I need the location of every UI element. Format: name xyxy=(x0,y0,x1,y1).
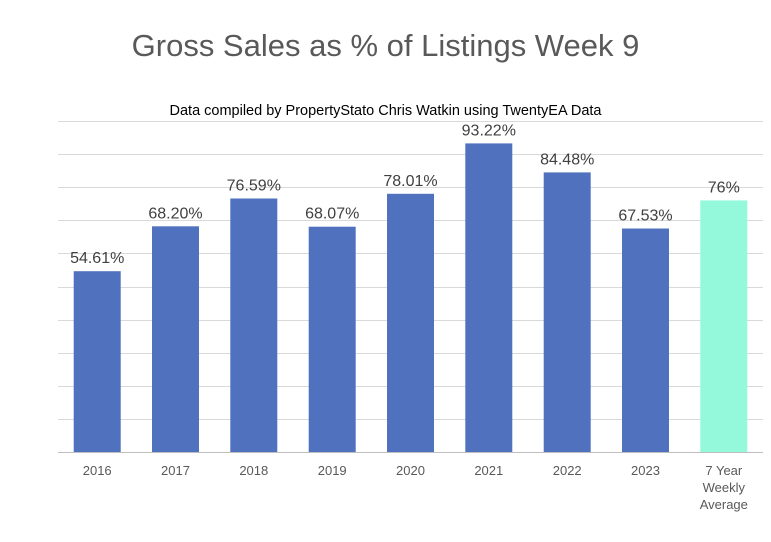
bar xyxy=(700,200,748,452)
bar xyxy=(387,193,434,453)
bar xyxy=(308,226,356,452)
category-label: 2020 xyxy=(396,463,425,478)
category-label: 2018 xyxy=(239,463,268,478)
category-label: 2021 xyxy=(474,463,503,478)
data-label: 68.07% xyxy=(305,206,359,223)
chart-title: Gross Sales as % of Listings Week 9 xyxy=(131,28,640,63)
category-label: 7 Year xyxy=(705,463,743,478)
category-label: 2019 xyxy=(318,463,347,478)
category-label: Average xyxy=(700,497,748,512)
bar xyxy=(73,271,121,452)
data-label: 84.48% xyxy=(540,151,594,168)
bar xyxy=(230,198,278,452)
bar xyxy=(465,143,513,452)
bars xyxy=(73,143,748,453)
category-label: 2022 xyxy=(553,463,582,478)
data-label: 93.22% xyxy=(462,122,516,139)
category-labels: 2016 2017 2018 2019 2020 2021 2022 2023 7 Year We… xyxy=(83,463,748,512)
data-label: 67.53% xyxy=(618,208,672,225)
data-label: 76% xyxy=(708,179,740,196)
data-label: 54.61% xyxy=(70,250,124,267)
data-labels: 54.61% 68.20% 76.59% 68.07% 78.01% 93.22% 84.4… xyxy=(70,122,740,267)
chart-subtitle: Data compiled by PropertyStato Chris Wat… xyxy=(169,103,602,119)
category-label: 2016 xyxy=(83,463,112,478)
data-label: 78.01% xyxy=(383,173,437,190)
data-label: 76.59% xyxy=(227,178,281,195)
category-label: 2023 xyxy=(631,463,660,478)
category-label: 2017 xyxy=(161,463,190,478)
bar xyxy=(152,226,199,452)
category-label: Weekly xyxy=(703,480,746,495)
bar xyxy=(622,228,669,452)
bar xyxy=(543,172,591,452)
data-label: 68.20% xyxy=(148,205,202,222)
